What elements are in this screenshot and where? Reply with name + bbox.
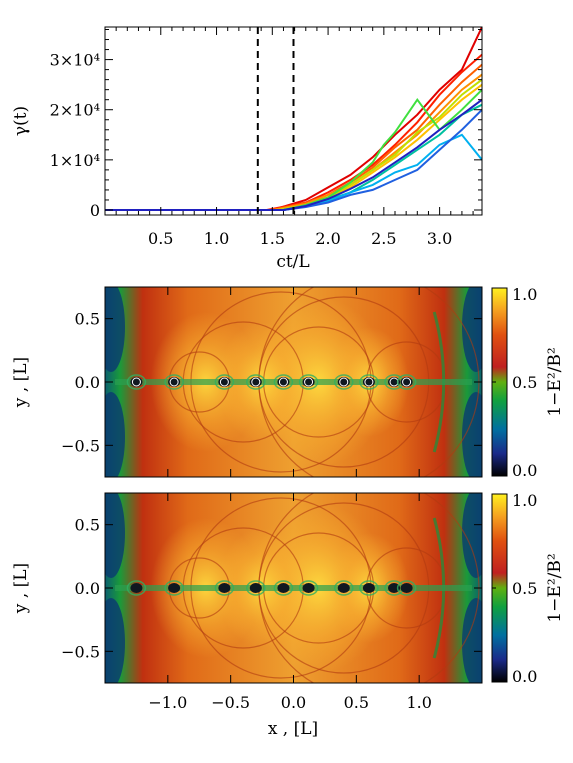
x-tick-label: −1.0 [148,693,187,712]
y-tick-label: 0.5 [75,516,100,535]
edge-patch [105,598,125,683]
plasmoid-ring [359,374,379,390]
edge-patch [105,287,125,372]
x-tick-label: 3.0 [427,229,452,248]
x-tick-label: 1.0 [204,229,229,248]
y-tick-label: 0.5 [75,310,100,329]
colorbar-ticks: 1.0 0.5 0.0 [492,285,537,480]
particle-marker [364,377,374,387]
axis-ticks: 0.5 0.0 −0.5 [61,287,482,477]
particle-marker [304,377,314,387]
plasmoid [362,583,375,593]
series-line-10 [105,98,482,211]
particle-marker [402,377,412,387]
edge-patch [105,392,125,477]
edge-patch [462,287,482,372]
colorbar-ticks: 1.0 0.5 0.0 [492,491,537,686]
plasmoid-ring [273,374,294,390]
x-axis-label: x , [L] [268,719,318,739]
field-map-top: 0.5 0.0 −0.5 y , [L] 1.0 0.5 0.0 1−E²/B² [11,285,565,480]
plasmoid-ring [396,580,417,596]
plasmoid-ring [273,580,294,596]
plasmoid-ring [164,580,184,596]
y-tick-label: 0.0 [75,373,100,392]
colorbar-tick-label: 0.5 [512,373,537,392]
plasmoid-ring [298,374,319,390]
vertical-dashed-lines [256,27,295,215]
y-tick-label: 0 [90,201,100,220]
particle-marker [339,377,349,387]
plasmoid [130,583,143,593]
edge-patch [462,392,482,477]
plasmoid [168,583,181,593]
plasmoid-ring [126,374,147,390]
field-map-bottom: 0.5 0.0 −0.5 −1.0 −0.5 0.0 0.5 1.0 y , [L] x , … [11,491,565,739]
y-tick-label: 2×10⁴ [50,101,100,120]
plasmoid-ring [334,374,354,390]
y-axis-label: y , [L] [11,563,31,614]
series-lines [105,27,482,211]
plasmoid-ring [334,580,354,596]
axis-ticks: 0.5 0.0 −0.5 −1.0 −0.5 0.0 0.5 1.0 [61,493,482,712]
particle-marker [131,377,141,387]
colorbar-tick-label: 0.5 [512,579,537,598]
plasmoid [218,583,231,593]
plasmoid-ring [164,374,184,390]
x-tick-label: −0.5 [211,693,250,712]
plasmoid [302,583,315,593]
x-tick-label: 1.0 [406,693,431,712]
axis-ticks: 0.5 1.0 1.5 2.0 2.5 3.0 0 1×10⁴ 2×10⁴ 3×10⁴ [50,27,482,248]
x-tick-label: 0.5 [148,229,173,248]
plasmoid [249,583,262,593]
plasmoid-ring [214,374,235,390]
colorbar-tick-label: 1.0 [512,285,537,304]
edge-patch [462,493,482,578]
colorbar-label: 1−E²/B² [545,347,565,416]
y-tick-label: −0.5 [61,436,100,455]
plot-frame [104,26,483,216]
y-axis-label: y , [L] [11,357,31,408]
y-tick-label: 3×10⁴ [50,51,100,70]
colorbar-tick-label: 0.0 [512,667,537,686]
heatmap-structures [105,493,482,683]
x-axis-label: ct/L [276,252,309,272]
colorbar-tick-label: 0.0 [512,461,537,480]
plasmoid [388,583,401,593]
colorbar-tick-label: 1.0 [512,491,537,510]
particle-marker [278,377,288,387]
heatmap-structures [105,287,482,477]
y-tick-label: 1×10⁴ [50,151,100,170]
x-tick-label: 0.5 [344,693,369,712]
plasmoid-ring [298,580,319,596]
particle-marker [169,377,179,387]
edge-patch [105,493,125,578]
y-tick-label: −0.5 [61,642,100,661]
plasmoid [337,583,350,593]
particle-marker [219,377,229,387]
plasmoid-ring [126,580,147,596]
particle-marker [251,377,261,387]
plasmoid-ring [246,580,266,596]
current-sheet [115,379,472,385]
plasmoid-ring [214,580,235,596]
x-tick-label: 0.0 [281,693,306,712]
edge-patch [462,598,482,683]
current-sheet [115,585,472,591]
series-line-0 [105,27,482,211]
x-tick-label: 1.5 [260,229,285,248]
colorbar-label: 1−E²/B² [545,553,565,622]
plasmoid-ring [396,374,417,390]
x-tick-label: 2.0 [315,229,340,248]
plasmoid [277,583,290,593]
plasmoid [400,583,413,593]
plasmoid-ring [359,580,379,596]
y-axis-label: γ(t) [11,106,31,136]
plasmoid-ring [246,374,266,390]
y-tick-label: 0.0 [75,579,100,598]
x-tick-label: 2.5 [371,229,396,248]
